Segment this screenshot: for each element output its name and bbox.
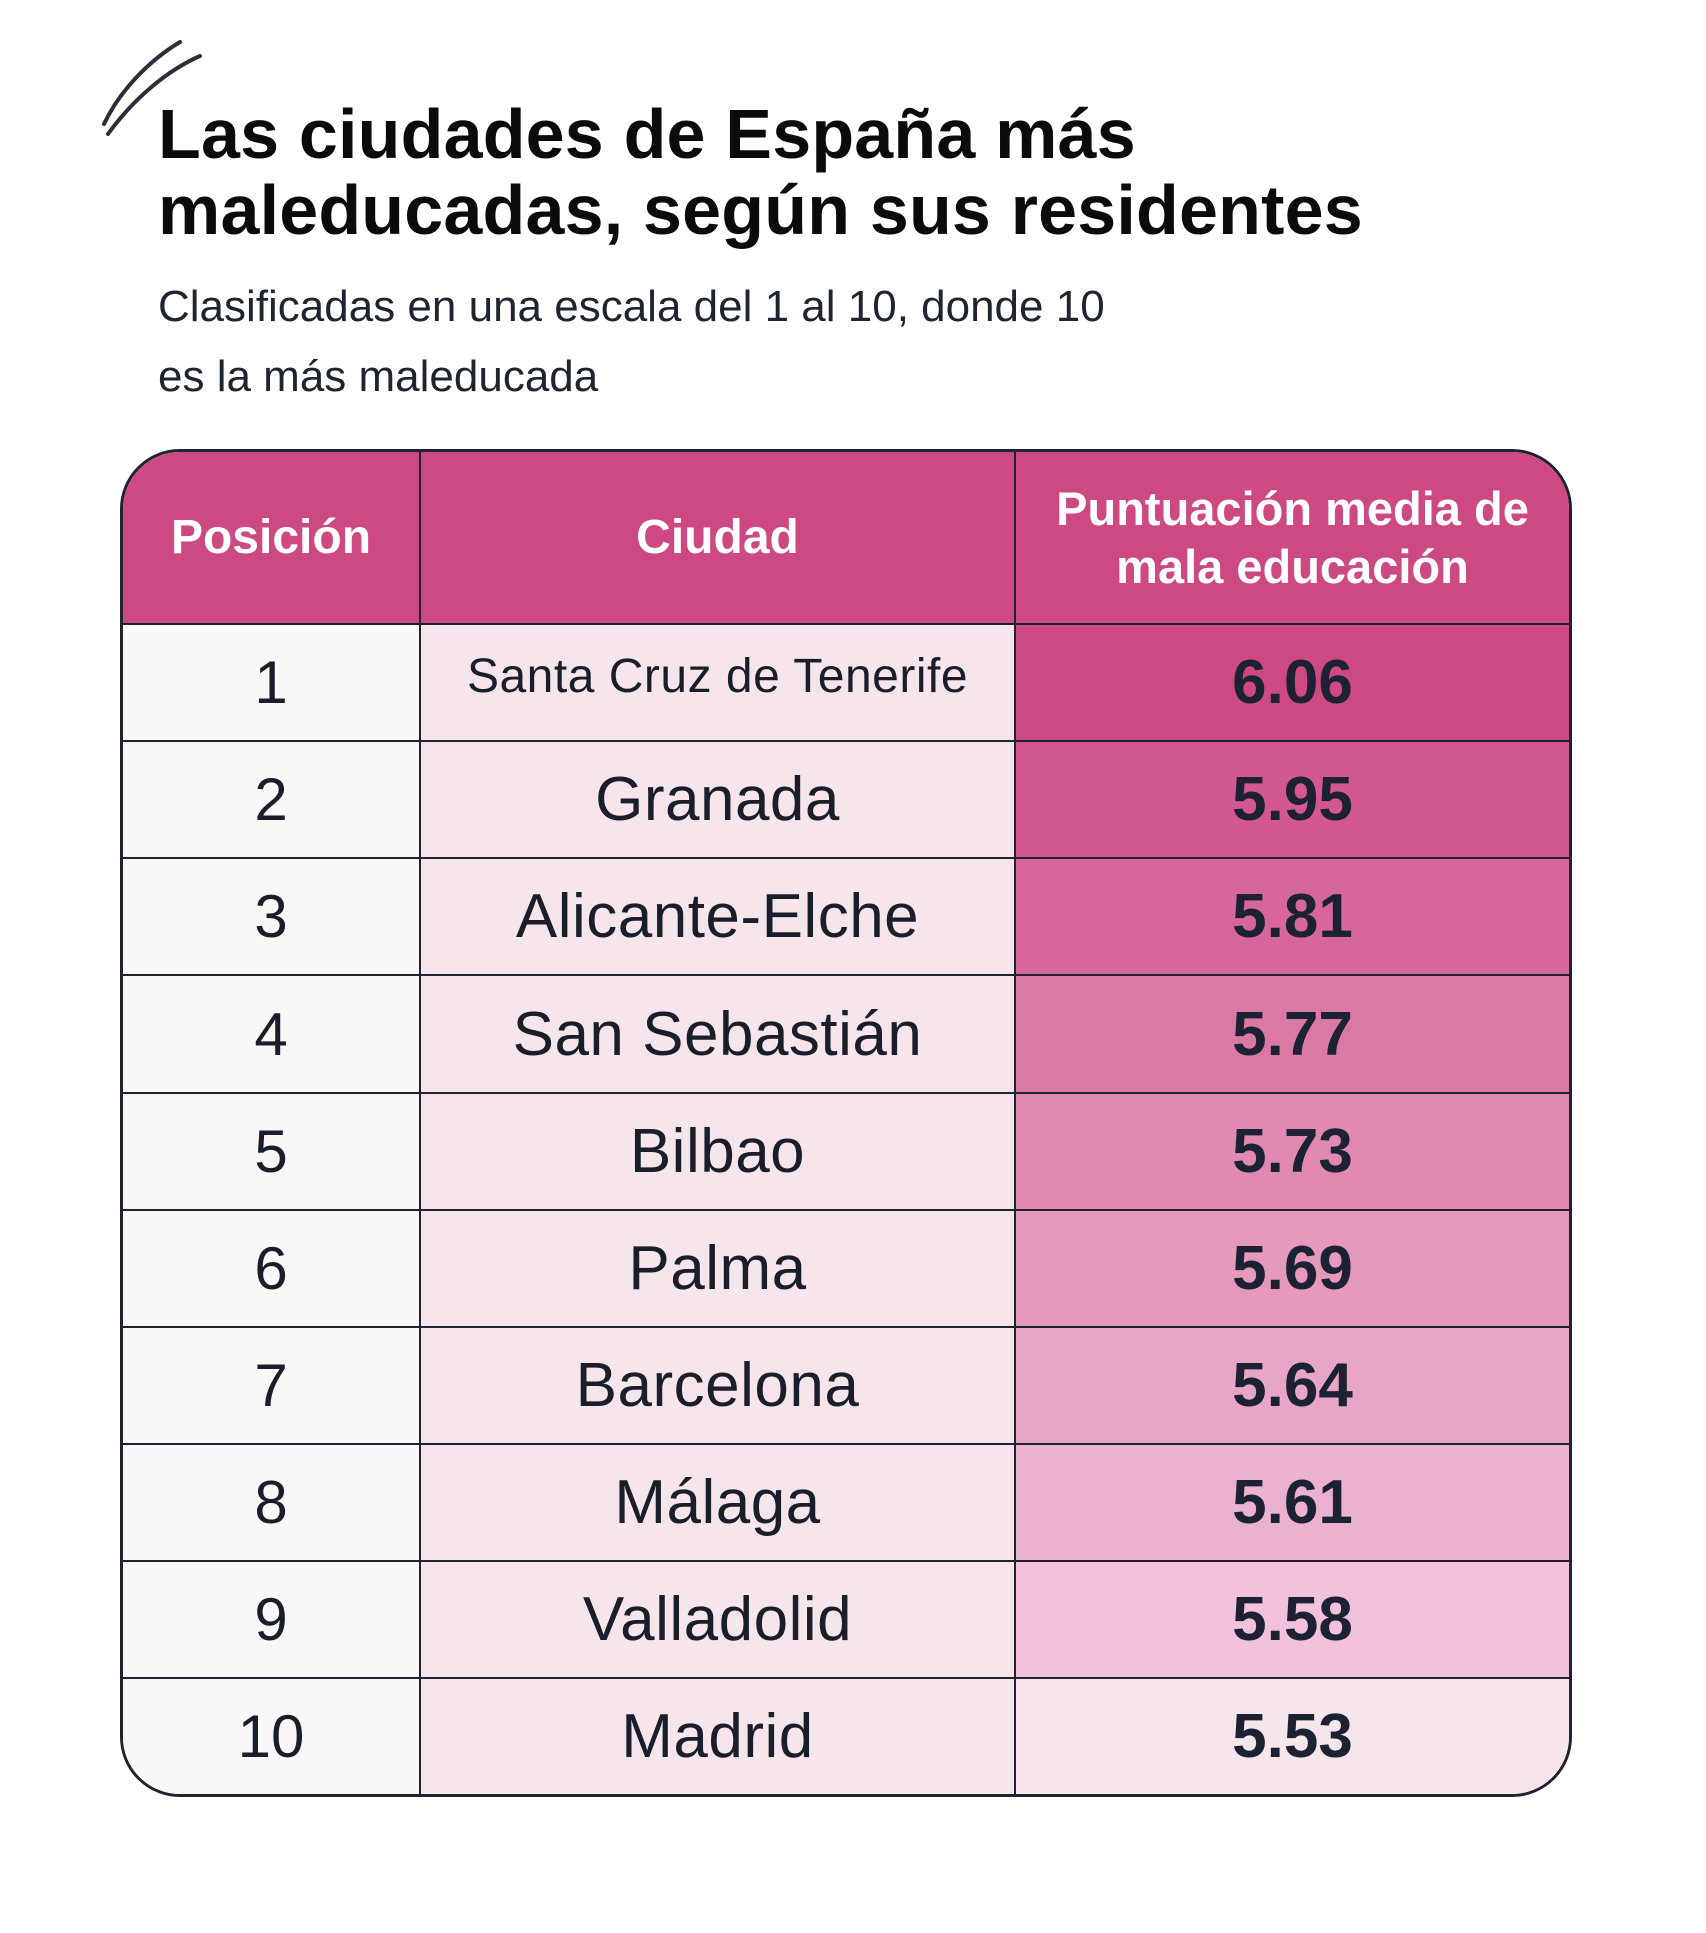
cell-score: 5.77 bbox=[1015, 975, 1569, 1094]
header-position: Posición bbox=[123, 452, 421, 625]
table-row: 3 Alicante-Elche 5.81 bbox=[123, 858, 1569, 977]
cell-score: 5.61 bbox=[1015, 1444, 1569, 1563]
cell-city: Santa Cruz de Tenerife bbox=[420, 624, 1016, 743]
table-body: 1 Santa Cruz de Tenerife 6.06 2 Granada 5.95 3… bbox=[123, 624, 1569, 1794]
cell-score: 6.06 bbox=[1015, 624, 1569, 743]
cell-position: 3 bbox=[123, 858, 421, 977]
cell-position: 9 bbox=[123, 1561, 421, 1680]
cell-position: 4 bbox=[123, 975, 421, 1094]
table-row: 10 Madrid 5.53 bbox=[123, 1678, 1569, 1794]
cell-city: Alicante-Elche bbox=[420, 858, 1016, 977]
cell-city: Palma bbox=[420, 1209, 1016, 1328]
cell-city: Málaga bbox=[420, 1444, 1016, 1563]
cell-score: 5.95 bbox=[1015, 741, 1569, 860]
cell-score: 5.64 bbox=[1015, 1326, 1569, 1446]
cell-position: 7 bbox=[123, 1326, 421, 1446]
cell-position: 6 bbox=[123, 1209, 421, 1328]
page-subtitle: Clasificadas en una escala del 1 al 10, … bbox=[158, 272, 1238, 412]
subtitle-line-1: Clasificadas en una escala del 1 al 10, … bbox=[158, 282, 1105, 331]
table-row: 9 Valladolid 5.58 bbox=[123, 1561, 1569, 1680]
cell-city: Barcelona bbox=[420, 1326, 1016, 1446]
cell-score: 5.81 bbox=[1015, 858, 1569, 977]
cell-score: 5.53 bbox=[1015, 1678, 1569, 1794]
title-line-2: maleducadas, según sus residentes bbox=[158, 171, 1363, 249]
cell-city: Madrid bbox=[420, 1678, 1016, 1794]
cell-score: 5.69 bbox=[1015, 1209, 1569, 1328]
table-row: 2 Granada 5.95 bbox=[123, 741, 1569, 860]
subtitle-line-2: es la más maleducada bbox=[158, 352, 599, 401]
header-score: Puntuación media de mala educación bbox=[1015, 452, 1569, 625]
title-line-1: Las ciudades de España más bbox=[158, 95, 1136, 173]
header-city: Ciudad bbox=[420, 452, 1016, 625]
cell-city: Valladolid bbox=[420, 1561, 1016, 1680]
table-row: 7 Barcelona 5.64 bbox=[123, 1326, 1569, 1446]
header-score-line-2: mala educación bbox=[1116, 539, 1469, 593]
page-title: Las ciudades de España más maleducadas, … bbox=[158, 96, 1458, 248]
cell-position: 8 bbox=[123, 1444, 421, 1563]
table-row: 6 Palma 5.69 bbox=[123, 1209, 1569, 1328]
cell-city: Bilbao bbox=[420, 1092, 1016, 1211]
table-row: 8 Málaga 5.61 bbox=[123, 1444, 1569, 1563]
ranking-table-container: Posición Ciudad Puntuación media de mala… bbox=[120, 449, 1572, 1797]
cell-city: Granada bbox=[420, 741, 1016, 860]
cell-score: 5.73 bbox=[1015, 1092, 1569, 1211]
cell-position: 2 bbox=[123, 741, 421, 860]
ranking-table: Posición Ciudad Puntuación media de mala… bbox=[123, 452, 1569, 1794]
header-score-line-1: Puntuación media de bbox=[1056, 481, 1529, 535]
table-header-row: Posición Ciudad Puntuación media de mala… bbox=[123, 452, 1569, 625]
cell-position: 10 bbox=[123, 1678, 421, 1794]
table-row: 5 Bilbao 5.73 bbox=[123, 1092, 1569, 1211]
cell-city: San Sebastián bbox=[420, 975, 1016, 1094]
table-row: 1 Santa Cruz de Tenerife 6.06 bbox=[123, 624, 1569, 743]
table-row: 4 San Sebastián 5.77 bbox=[123, 975, 1569, 1094]
cell-position: 5 bbox=[123, 1092, 421, 1211]
cell-score: 5.58 bbox=[1015, 1561, 1569, 1680]
decorative-strokes-icon bbox=[102, 40, 202, 136]
cell-position: 1 bbox=[123, 624, 421, 743]
